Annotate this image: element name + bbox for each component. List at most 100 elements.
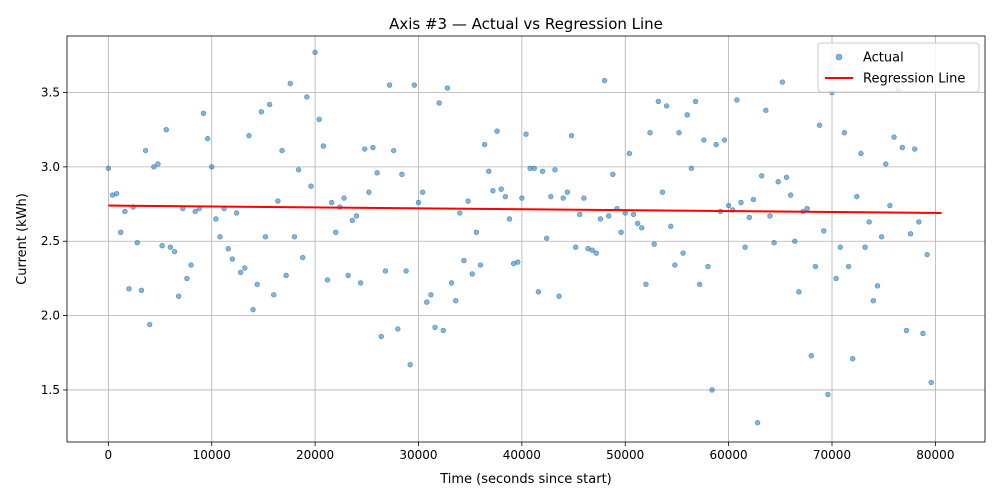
data-point: [147, 321, 153, 328]
data-point: [849, 356, 856, 362]
x-tick-label: 20000: [296, 448, 334, 462]
data-point: [312, 49, 318, 56]
data-point: [601, 77, 608, 84]
data-point: [672, 262, 678, 268]
data-point: [543, 235, 550, 241]
data-point: [217, 234, 223, 240]
x-tick-label: 50000: [606, 448, 644, 462]
data-point: [754, 419, 761, 426]
data-point: [920, 330, 926, 337]
data-point: [225, 245, 231, 252]
data-point: [399, 171, 405, 178]
data-point: [246, 132, 252, 139]
data-point: [341, 195, 347, 201]
data-point: [878, 234, 885, 240]
data-point: [581, 195, 587, 201]
data-point: [572, 244, 579, 250]
data-point: [444, 85, 451, 91]
data-point: [622, 210, 628, 216]
data-point: [366, 189, 372, 195]
legend-box: [817, 42, 980, 93]
data-point: [200, 110, 207, 117]
data-point: [213, 216, 219, 222]
data-point: [304, 94, 310, 100]
data-point: [159, 242, 165, 249]
data-point: [854, 193, 860, 200]
regression-line-path: [108, 204, 942, 214]
legend-label-regression: Regression Line: [863, 72, 965, 87]
data-point: [891, 134, 897, 140]
data-point: [775, 179, 781, 185]
data-point: [275, 198, 281, 204]
data-point: [651, 241, 657, 247]
data-point: [498, 186, 504, 192]
data-point: [816, 122, 823, 128]
data-point: [837, 244, 843, 250]
data-point: [858, 150, 864, 157]
data-point: [750, 196, 757, 203]
data-point: [841, 129, 848, 136]
data-point: [440, 327, 446, 334]
data-point: [725, 202, 732, 209]
data-point: [250, 306, 256, 313]
data-point: [899, 144, 905, 151]
data-point: [759, 173, 765, 179]
data-point: [453, 298, 459, 304]
data-point: [564, 189, 571, 195]
data-point: [684, 112, 690, 118]
data-point: [353, 213, 360, 219]
data-point: [175, 293, 182, 299]
data-point: [887, 202, 893, 209]
data-point: [291, 234, 298, 240]
data-point: [515, 259, 521, 265]
data-point: [192, 208, 198, 215]
data-point: [328, 199, 335, 206]
data-point: [403, 268, 409, 274]
data-point: [378, 333, 384, 340]
data-point: [796, 289, 802, 295]
data-point: [415, 199, 422, 206]
data-point: [436, 100, 442, 106]
scatter-points: [105, 49, 934, 426]
data-point: [779, 79, 786, 85]
data-point: [589, 247, 595, 253]
data-point: [560, 195, 566, 201]
data-point: [390, 147, 397, 154]
data-point: [874, 283, 881, 289]
data-point: [767, 213, 773, 219]
data-point: [676, 129, 682, 136]
data-point: [229, 256, 236, 262]
data-point: [713, 141, 719, 148]
data-point: [506, 216, 513, 222]
data-point: [634, 220, 641, 227]
data-point: [134, 240, 140, 246]
data-point: [461, 257, 467, 264]
data-point: [643, 281, 649, 288]
data-point: [618, 229, 624, 236]
data-point: [171, 248, 178, 255]
data-point: [668, 223, 674, 230]
data-point: [787, 192, 794, 198]
data-point: [696, 281, 703, 288]
data-point: [424, 299, 430, 305]
data-point: [295, 167, 302, 173]
data-point: [308, 183, 314, 189]
data-point: [113, 190, 120, 197]
data-point: [105, 165, 112, 172]
data-point: [548, 193, 554, 200]
y-axis-ticks: 1.5 2.0 2.5 3.0 3.5: [41, 86, 67, 397]
data-point: [163, 126, 169, 133]
data-point: [552, 167, 558, 173]
data-point: [610, 171, 616, 178]
data-point: [721, 137, 728, 143]
legend-marker-actual: [835, 53, 843, 61]
plot-frame: [66, 35, 986, 443]
data-point: [411, 82, 418, 88]
data-point: [746, 214, 752, 221]
data-point: [266, 101, 273, 108]
y-axis-label: Current (kWh): [15, 193, 30, 285]
data-point: [320, 143, 327, 149]
data-point: [593, 250, 599, 256]
data-point: [655, 98, 662, 105]
